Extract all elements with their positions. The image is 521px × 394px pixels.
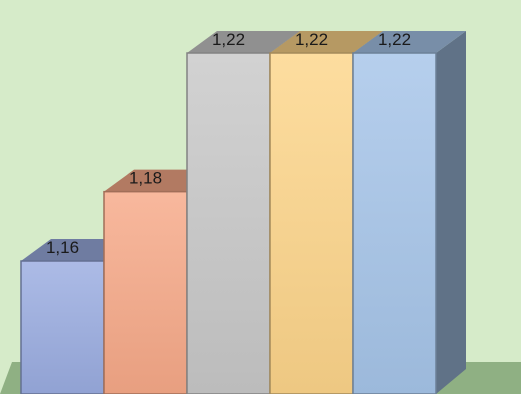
bar-4 (270, 53, 353, 394)
data-label-5: 1,22 (378, 30, 411, 49)
bar-2 (104, 192, 187, 394)
bar-3 (187, 53, 270, 394)
bar-5 (353, 53, 436, 394)
bar-side-5 (436, 31, 466, 394)
data-label-2: 1,18 (129, 169, 162, 188)
data-label-4: 1,22 (295, 30, 328, 49)
data-label-3: 1,22 (212, 30, 245, 49)
bar-1 (21, 261, 104, 394)
data-label-1: 1,16 (46, 238, 79, 257)
